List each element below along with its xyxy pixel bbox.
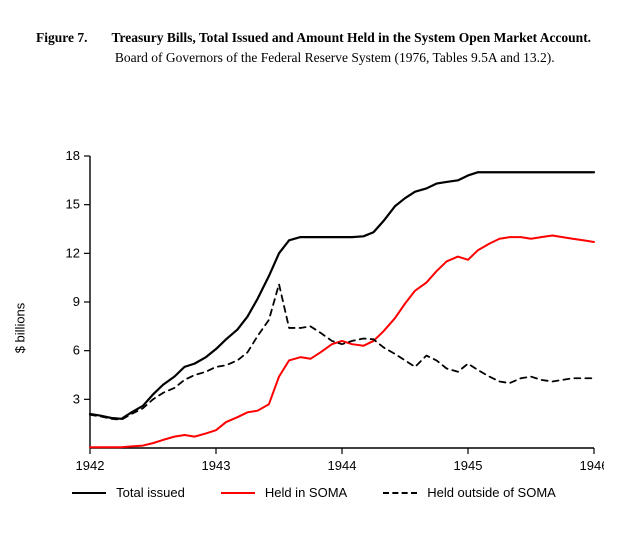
y-tick-label: 6 — [73, 343, 80, 358]
x-tick-label: 1945 — [454, 458, 483, 473]
legend-label-total: Total issued — [116, 485, 185, 500]
x-tick-label: 1943 — [202, 458, 231, 473]
figure: Figure 7. Treasury Bills, Total Issued a… — [0, 0, 624, 540]
y-tick-label: 12 — [66, 245, 80, 260]
series-1 — [90, 235, 594, 447]
legend-item-total: Total issued — [72, 485, 185, 500]
legend-label-soma: Held in SOMA — [265, 485, 347, 500]
legend: Total issued Held in SOMA Held outside o… — [24, 485, 604, 500]
legend-swatch-outside — [383, 492, 417, 494]
x-tick-label: 1944 — [328, 458, 357, 473]
legend-item-soma: Held in SOMA — [221, 485, 347, 500]
series-0 — [90, 172, 594, 419]
figure-caption-text: Treasury Bills, Total Issued and Amount … — [112, 28, 597, 67]
legend-label-outside: Held outside of SOMA — [427, 485, 556, 500]
figure-title: Treasury Bills, Total Issued and Amount … — [112, 30, 592, 45]
figure-caption: Figure 7. Treasury Bills, Total Issued a… — [36, 28, 596, 67]
x-tick-label: 1946 — [580, 458, 604, 473]
figure-number: Figure 7. — [36, 28, 112, 67]
legend-item-outside: Held outside of SOMA — [383, 485, 556, 500]
series-2 — [90, 284, 594, 419]
chart: $ billions 36912151819421943194419451946… — [24, 148, 604, 508]
chart-svg: 3 6 9 12 15 18 1942 1943 1944 1945 1946 — [24, 148, 604, 508]
legend-swatch-total — [72, 492, 106, 494]
x-tick-label: 1942 — [76, 458, 105, 473]
y-tick-label: 15 — [66, 197, 80, 212]
y-tick-label: 18 — [66, 148, 80, 163]
y-tick-label: 9 — [73, 294, 80, 309]
y-tick-label: 3 — [73, 391, 80, 406]
figure-source: Board of Governors of the Federal Reserv… — [115, 50, 555, 65]
legend-swatch-soma — [221, 492, 255, 494]
